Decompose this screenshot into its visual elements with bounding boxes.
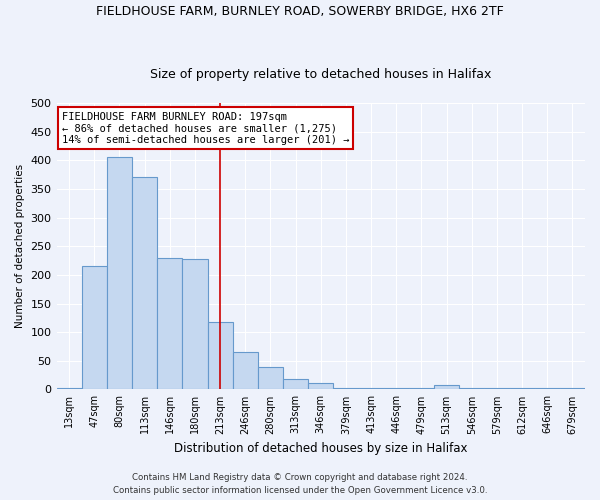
Bar	[359, 388, 383, 390]
Bar	[484, 388, 509, 390]
Bar	[334, 388, 359, 390]
Bar	[132, 178, 157, 390]
Bar	[107, 158, 132, 390]
Bar	[560, 388, 585, 390]
Bar	[509, 388, 535, 390]
Bar	[308, 382, 334, 390]
Bar	[409, 388, 434, 390]
Y-axis label: Number of detached properties: Number of detached properties	[15, 164, 25, 328]
Bar	[258, 366, 283, 390]
Bar	[82, 266, 107, 390]
Title: Size of property relative to detached houses in Halifax: Size of property relative to detached ho…	[150, 68, 491, 81]
Text: FIELDHOUSE FARM, BURNLEY ROAD, SOWERBY BRIDGE, HX6 2TF: FIELDHOUSE FARM, BURNLEY ROAD, SOWERBY B…	[96, 5, 504, 18]
Text: Contains HM Land Registry data © Crown copyright and database right 2024.
Contai: Contains HM Land Registry data © Crown c…	[113, 473, 487, 495]
Bar	[535, 388, 560, 390]
Text: FIELDHOUSE FARM BURNLEY ROAD: 197sqm
← 86% of detached houses are smaller (1,275: FIELDHOUSE FARM BURNLEY ROAD: 197sqm ← 8…	[62, 112, 349, 145]
Bar	[208, 322, 233, 390]
Bar	[157, 258, 182, 390]
Bar	[434, 386, 459, 390]
Bar	[182, 259, 208, 390]
Bar	[233, 352, 258, 390]
Bar	[56, 388, 82, 390]
Bar	[283, 379, 308, 390]
Bar	[383, 388, 409, 390]
Bar	[459, 388, 484, 390]
X-axis label: Distribution of detached houses by size in Halifax: Distribution of detached houses by size …	[174, 442, 467, 455]
